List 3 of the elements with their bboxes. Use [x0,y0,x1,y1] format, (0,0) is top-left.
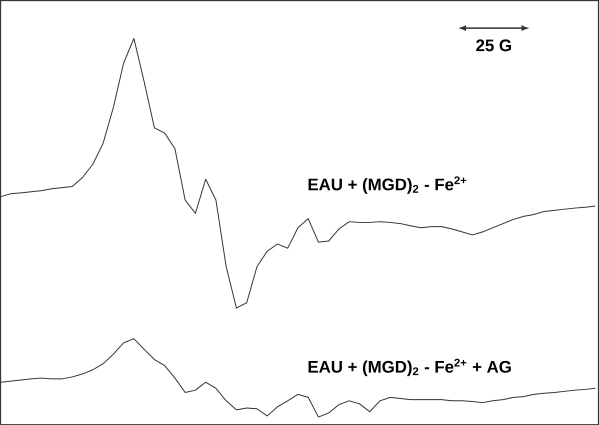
series-label: EAU + (MGD)$_{2}$ - Fe$^{2+}$ + AG [308,358,511,376]
series-label: EAU + (MGD)$_{2}$ - Fe$^{2+}$ [308,176,466,194]
annotation: 25 G [476,39,511,52]
